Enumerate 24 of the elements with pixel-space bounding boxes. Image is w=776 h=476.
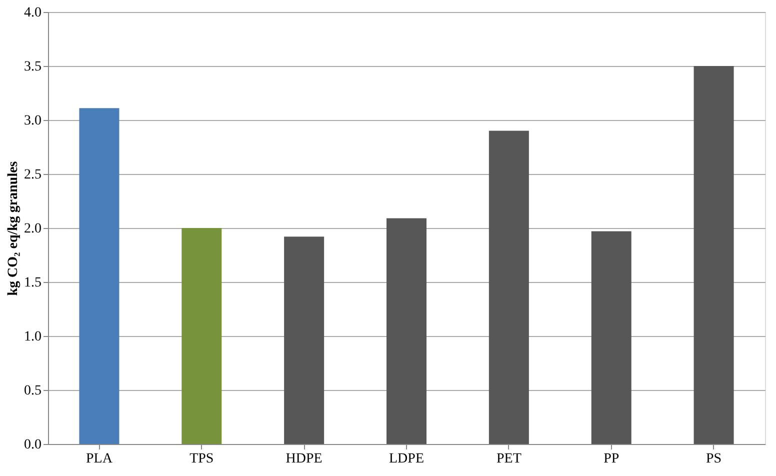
y-tick-label: 2.0 — [24, 222, 42, 236]
y-tick-label: 1.0 — [24, 330, 42, 344]
bar — [182, 228, 222, 444]
x-tick-label: TPS — [190, 452, 214, 466]
x-tick-label: PS — [706, 452, 722, 466]
y-tick-label: 2.5 — [24, 168, 42, 182]
y-tick-label: 0.0 — [24, 438, 42, 452]
y-tick-label: 3.5 — [24, 60, 42, 74]
y-tick-label: 1.5 — [24, 276, 42, 290]
bar — [79, 108, 120, 444]
y-tick-label: 4.0 — [24, 6, 42, 20]
bar — [284, 236, 324, 444]
x-tick-label: PP — [604, 452, 620, 466]
x-tick-label: PET — [496, 452, 522, 466]
bar — [694, 66, 734, 444]
x-tick-label: LDPE — [389, 452, 424, 466]
x-tick-label: PLA — [86, 452, 114, 466]
bar — [386, 218, 426, 444]
y-tick-label: 0.5 — [24, 384, 42, 398]
bar — [488, 130, 529, 444]
y-tick-label: 3.0 — [24, 114, 42, 128]
y-axis-title: kg CO₂ eq/kg granules — [6, 160, 21, 296]
x-tick-label: HDPE — [286, 452, 322, 466]
bar — [591, 231, 632, 444]
